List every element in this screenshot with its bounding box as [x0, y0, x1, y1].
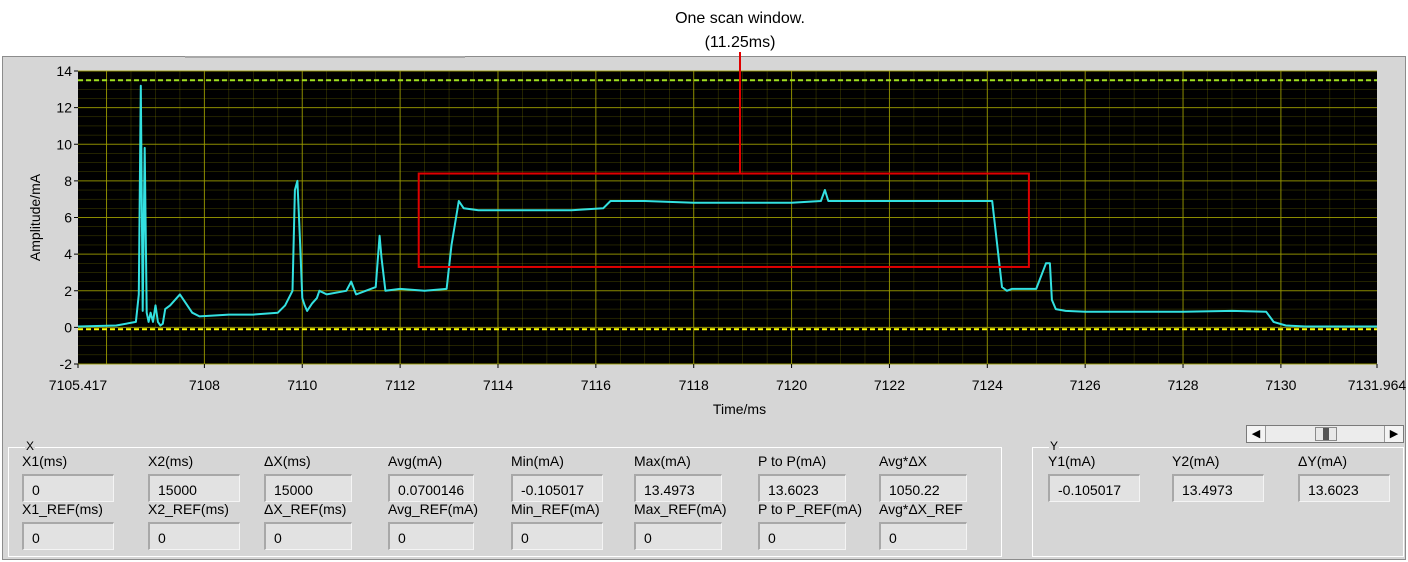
waveform-chart: -2 0 2 4 6 8 10 12 14 7105.417 7108 7110 7112 7114 711…	[27, 52, 1407, 417]
x-value-5[interactable]: 13.4973	[634, 474, 722, 502]
x-label-6: P to P(mA)	[758, 453, 827, 469]
x-value-4[interactable]: -0.105017	[511, 474, 603, 502]
x-tick-label: 7112	[385, 377, 415, 393]
x-tick-label: 7120	[776, 377, 807, 393]
x-tick-label: 7108	[189, 377, 220, 393]
x-group-label: X	[25, 439, 36, 453]
x-tick-label: 7130	[1265, 377, 1296, 393]
x-label-0: X1(ms)	[22, 453, 68, 469]
x-ref-value-0[interactable]: 0	[22, 522, 114, 550]
x-value-3[interactable]: 0.0700146	[388, 474, 474, 502]
scroll-left-icon[interactable]: ◀	[1247, 426, 1266, 442]
x-label-4: Min(mA)	[511, 453, 564, 469]
x-value-6[interactable]: 13.6023	[758, 474, 846, 502]
x-tick-label: 7105.417	[49, 377, 108, 393]
y-tick-label: -2	[60, 356, 73, 372]
chart-scrollbar[interactable]: ◀ ▶	[1246, 425, 1404, 443]
y-tick-label: 14	[56, 63, 72, 79]
cursor-lines	[78, 79, 1377, 331]
y-value-2[interactable]: 13.6023	[1298, 474, 1390, 502]
scan-window-annotation: One scan window. (11.25ms)	[600, 7, 880, 55]
x-ref-value-2[interactable]: 0	[264, 522, 352, 550]
y-value-0[interactable]: -0.105017	[1048, 474, 1140, 502]
y-tick-label: 6	[64, 210, 72, 226]
x-ref-label-7: Avg*ΔX_REF	[879, 501, 963, 517]
x-ref-label-3: Avg_REF(mA)	[388, 501, 478, 517]
x-ref-label-6: P to P_REF(mA)	[758, 501, 862, 517]
x-label-1: X2(ms)	[148, 453, 194, 469]
x-ref-value-7[interactable]: 0	[879, 522, 967, 550]
grid-lines	[78, 70, 1377, 365]
x-value-2[interactable]: 15000	[264, 474, 352, 502]
x-tick-label: 7122	[874, 377, 905, 393]
x-ref-label-4: Min_REF(mA)	[511, 501, 600, 517]
y-tick-label: 10	[56, 136, 72, 152]
y-label-2: ΔY(mA)	[1298, 453, 1348, 469]
y-value-1[interactable]: 13.4973	[1172, 474, 1264, 502]
y-label-0: Y1(mA)	[1048, 453, 1096, 469]
y-label-1: Y2(mA)	[1172, 453, 1220, 469]
x-value-0[interactable]: 0	[22, 474, 114, 502]
x-tick-label: 7114	[483, 377, 513, 393]
tick-labels: -2 0 2 4 6 8 10 12 14 7105.417 7108 7110 7112 7114 711…	[49, 63, 1407, 393]
x-tick-label: 7116	[581, 377, 611, 393]
x-ref-value-4[interactable]: 0	[511, 522, 603, 550]
x-label-7: Avg*ΔX	[879, 453, 928, 469]
annotation-line-2: (11.25ms)	[704, 34, 776, 51]
x-ref-label-5: Max_REF(mA)	[634, 501, 727, 517]
y-tick-label: 2	[64, 283, 72, 299]
x-tick-label: 7128	[1167, 377, 1198, 393]
x-tick-label: 7126	[1070, 377, 1101, 393]
x-ref-value-5[interactable]: 0	[634, 522, 722, 550]
x-tick-label: 7124	[972, 377, 1003, 393]
x-ref-value-1[interactable]: 0	[148, 522, 240, 550]
annotation-line-1: One scan window.	[675, 10, 805, 27]
axis-labels: Time/ms Amplitude/mA	[27, 173, 766, 417]
highlight-group	[417, 52, 1030, 268]
x-measure-group: X	[8, 439, 1002, 557]
scroll-thumb[interactable]	[1315, 427, 1337, 441]
y-tick-label: 8	[64, 173, 72, 189]
x-label-5: Max(mA)	[634, 453, 691, 469]
series-line-0	[77, 84, 1377, 328]
x-ref-value-6[interactable]: 0	[758, 522, 846, 550]
x-ref-label-1: X2_REF(ms)	[148, 501, 229, 517]
x-tick-label: 7110	[287, 377, 317, 393]
y-tick-label: 4	[64, 246, 72, 262]
x-ref-label-0: X1_REF(ms)	[22, 501, 103, 517]
x-axis-label: Time/ms	[713, 401, 766, 417]
y-axis-label: Amplitude/mA	[27, 173, 43, 261]
x-ref-label-2: ΔX_REF(ms)	[264, 501, 347, 517]
x-value-7[interactable]: 1050.22	[879, 474, 967, 502]
x-tick-label: 7131.964	[1348, 377, 1407, 393]
y-tick-label: 0	[64, 319, 72, 335]
scan-window-box	[417, 172, 1030, 268]
x-ref-value-3[interactable]: 0	[388, 522, 474, 550]
x-tick-label: 7118	[679, 377, 709, 393]
x-label-2: ΔX(ms)	[264, 453, 311, 469]
y-tick-label: 12	[56, 100, 72, 116]
x-label-3: Avg(mA)	[388, 453, 443, 469]
scroll-right-icon[interactable]: ▶	[1384, 426, 1403, 442]
trace-group	[77, 84, 1377, 328]
y-group-label: Y	[1049, 439, 1060, 453]
y-measure-group: Y	[1032, 439, 1404, 557]
x-value-1[interactable]: 15000	[148, 474, 240, 502]
panel-tab-strip	[185, 56, 465, 58]
